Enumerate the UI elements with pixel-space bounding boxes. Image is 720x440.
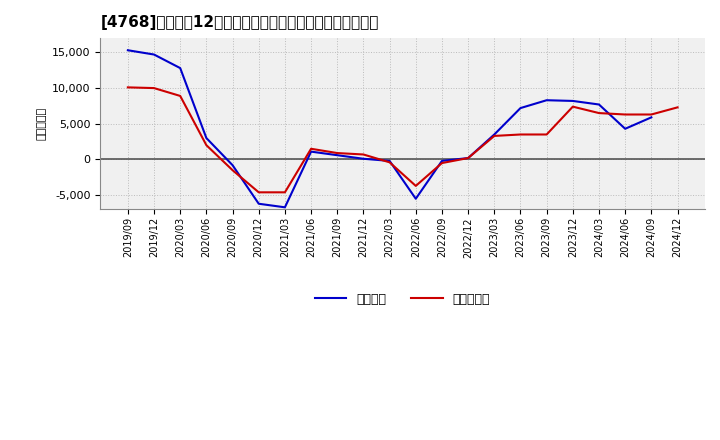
経常利益 [647,115,656,120]
経常利益 [569,98,577,103]
当期純利益 [647,112,656,117]
経常利益 [333,153,341,158]
当期純利益 [621,112,629,117]
経常利益 [281,205,289,210]
経常利益 [438,158,446,164]
当期純利益 [464,155,472,161]
当期純利益 [411,183,420,188]
当期純利益 [595,110,603,116]
当期純利益 [307,146,315,151]
経常利益 [490,132,499,137]
経常利益 [176,66,184,71]
当期純利益 [542,132,551,137]
当期純利益 [516,132,525,137]
経常利益 [124,48,132,53]
当期純利益 [150,85,158,91]
当期純利益 [569,104,577,109]
経常利益 [464,155,472,161]
Line: 当期純利益: 当期純利益 [128,88,678,192]
Legend: 経常利益, 当期純利益: 経常利益, 当期純利益 [310,288,495,311]
経常利益 [202,136,211,141]
経常利益 [621,126,629,132]
経常利益 [228,162,237,168]
当期純利益 [333,150,341,156]
当期純利益 [490,133,499,139]
当期純利益 [124,85,132,90]
経常利益 [595,102,603,107]
経常利益 [307,149,315,154]
経常利益 [411,196,420,202]
Y-axis label: （百万円）: （百万円） [37,107,47,140]
当期純利益 [254,190,263,195]
当期純利益 [438,161,446,166]
当期純利益 [385,160,394,165]
経常利益 [542,98,551,103]
Text: [4768]　利益の12か月移動合計の対前年同期増減額の推移: [4768] 利益の12か月移動合計の対前年同期増減額の推移 [100,15,379,30]
Line: 経常利益: 経常利益 [128,50,652,207]
経常利益 [359,156,368,161]
経常利益 [150,52,158,57]
当期純利益 [202,143,211,148]
経常利益 [516,106,525,111]
当期純利益 [281,190,289,195]
当期純利益 [176,93,184,99]
当期純利益 [359,152,368,157]
経常利益 [254,201,263,206]
当期純利益 [228,168,237,173]
当期純利益 [673,105,682,110]
経常利益 [385,158,394,164]
